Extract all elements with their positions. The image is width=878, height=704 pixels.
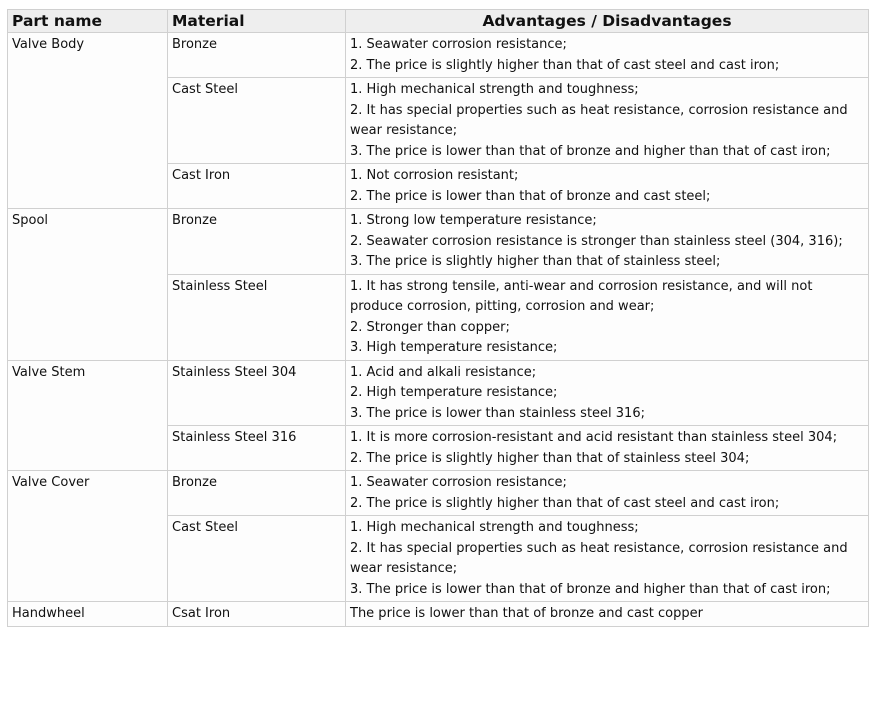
advantages-cell: 1. It has strong tensile, anti-wear and … — [345, 273, 869, 361]
advantage-item: 2. The price is slightly higher than tha… — [350, 495, 780, 511]
material-cell: Cast Iron — [167, 163, 346, 209]
part-name-cell: Valve Body — [7, 32, 168, 209]
table-row: Stainless Steel 316 1. It is more corrosi… — [8, 425, 869, 471]
advantages-cell: The price is lower than that of bronze a… — [345, 601, 869, 627]
material-cell: Bronze — [167, 208, 346, 275]
advantage-item: 3. The price is lower than that of bronz… — [350, 581, 831, 597]
advantage-item: 2. High temperature resistance; — [350, 385, 558, 400]
material-cell: Stainless Steel 316 — [167, 425, 346, 471]
advantage-item: 2. The price is slightly higher than tha… — [350, 450, 750, 466]
table-row: Handwheel Csat Iron The price is lower tha… — [7, 601, 869, 627]
material-cell: Cast Steel — [167, 77, 346, 164]
advantage-item: 2. Stronger than copper; — [350, 319, 510, 335]
material-cell: Bronze — [167, 32, 346, 78]
advantage-item: 3. The price is lower than stainless ste… — [350, 405, 645, 421]
table-row: Valve Cover Bronze 1. Seawater corrosion r… — [7, 470, 869, 602]
material-cell: Bronze — [167, 470, 346, 516]
part-name-cell: Spool — [7, 208, 168, 361]
advantage-item: 2. The price is slightly higher than tha… — [350, 57, 780, 73]
table-row: Stainless Steel 1. It has strong tensile,… — [8, 273, 869, 361]
advantages-cell: 1. High mechanical strength and toughnes… — [345, 77, 869, 164]
advantage-item: 2. The price is lower than that of bronz… — [350, 188, 711, 204]
advantage-item: The price is lower than that of bronze a… — [350, 606, 703, 621]
materials-table: Part name Material Advantages / Disadvan… — [7, 9, 869, 627]
advantages-cell: 1. High mechanical strength and toughnes… — [345, 515, 869, 602]
advantage-item: 3. The price is lower than that of bronz… — [350, 143, 831, 159]
advantages-cell: 1. It is more corrosion-resistant and ac… — [345, 425, 869, 471]
advantage-item: 1. High mechanical strength and toughnes… — [350, 520, 639, 535]
advantage-item: 1. Acid and alkali resistance; — [350, 364, 537, 380]
advantages-cell: 1. Acid and alkali resistance; 2. High te… — [345, 359, 869, 426]
material-cell: Stainless Steel — [167, 273, 346, 361]
advantage-item: 1. High mechanical strength and toughnes… — [350, 82, 639, 97]
advantages-cell: 1. Seawater corrosion resistance; 2. The … — [345, 470, 869, 516]
part-name-cell: Handwheel — [7, 601, 168, 627]
advantage-item: 1. It has strong tensile, anti-wear and … — [350, 278, 813, 315]
advantage-item: 2. It has special properties such as hea… — [350, 540, 848, 577]
header-advantages: Advantages / Disadvantages — [345, 9, 869, 33]
advantage-item: 1. Seawater corrosion resistance; — [350, 37, 567, 52]
advantage-item: 3. The price is slightly higher than tha… — [350, 254, 721, 269]
advantage-item: 2. It has special properties such as hea… — [350, 102, 848, 139]
material-cell: Cast Steel — [167, 515, 346, 602]
header-row: Part name Material Advantages / Disadvan… — [7, 9, 869, 33]
advantage-item: 1. Seawater corrosion resistance; — [350, 475, 567, 490]
advantage-item: 3. High temperature resistance; — [350, 340, 558, 355]
part-name-cell: Valve Stem — [7, 359, 168, 471]
advantage-item: 1. Not corrosion resistant; — [350, 168, 519, 183]
advantages-cell: 1. Strong low temperature resistance; 2. … — [345, 208, 869, 275]
table-row: Cast Iron 1. Not corrosion resistant; 2. T… — [8, 163, 869, 209]
table-row: Cast Steel 1. High mechanical strength an… — [8, 77, 869, 164]
advantage-item: 1. It is more corrosion-resistant and ac… — [350, 430, 838, 445]
header-part-name: Part name — [7, 9, 168, 33]
advantages-cell: 1. Seawater corrosion resistance; 2. The … — [345, 32, 869, 78]
advantage-item: 2. Seawater corrosion resistance is stro… — [350, 233, 843, 249]
table-row: Valve Body Bronze 1. Seawater corrosion re… — [7, 32, 869, 209]
table-row: Valve Stem Stainless Steel 304 1. Acid and… — [7, 359, 869, 471]
part-name-cell: Valve Cover — [7, 470, 168, 602]
table-row: Spool Bronze 1. Strong low temperature res… — [7, 208, 869, 361]
material-cell: Stainless Steel 304 — [167, 359, 346, 426]
header-material: Material — [167, 9, 346, 33]
table-row: Cast Steel 1. High mechanical strength an… — [8, 515, 869, 602]
advantages-cell: 1. Not corrosion resistant; 2. The price … — [345, 163, 869, 209]
advantage-item: 1. Strong low temperature resistance; — [350, 213, 597, 228]
table-body: Valve Body Bronze 1. Seawater corrosion re… — [7, 32, 869, 627]
material-cell: Csat Iron — [167, 601, 346, 627]
